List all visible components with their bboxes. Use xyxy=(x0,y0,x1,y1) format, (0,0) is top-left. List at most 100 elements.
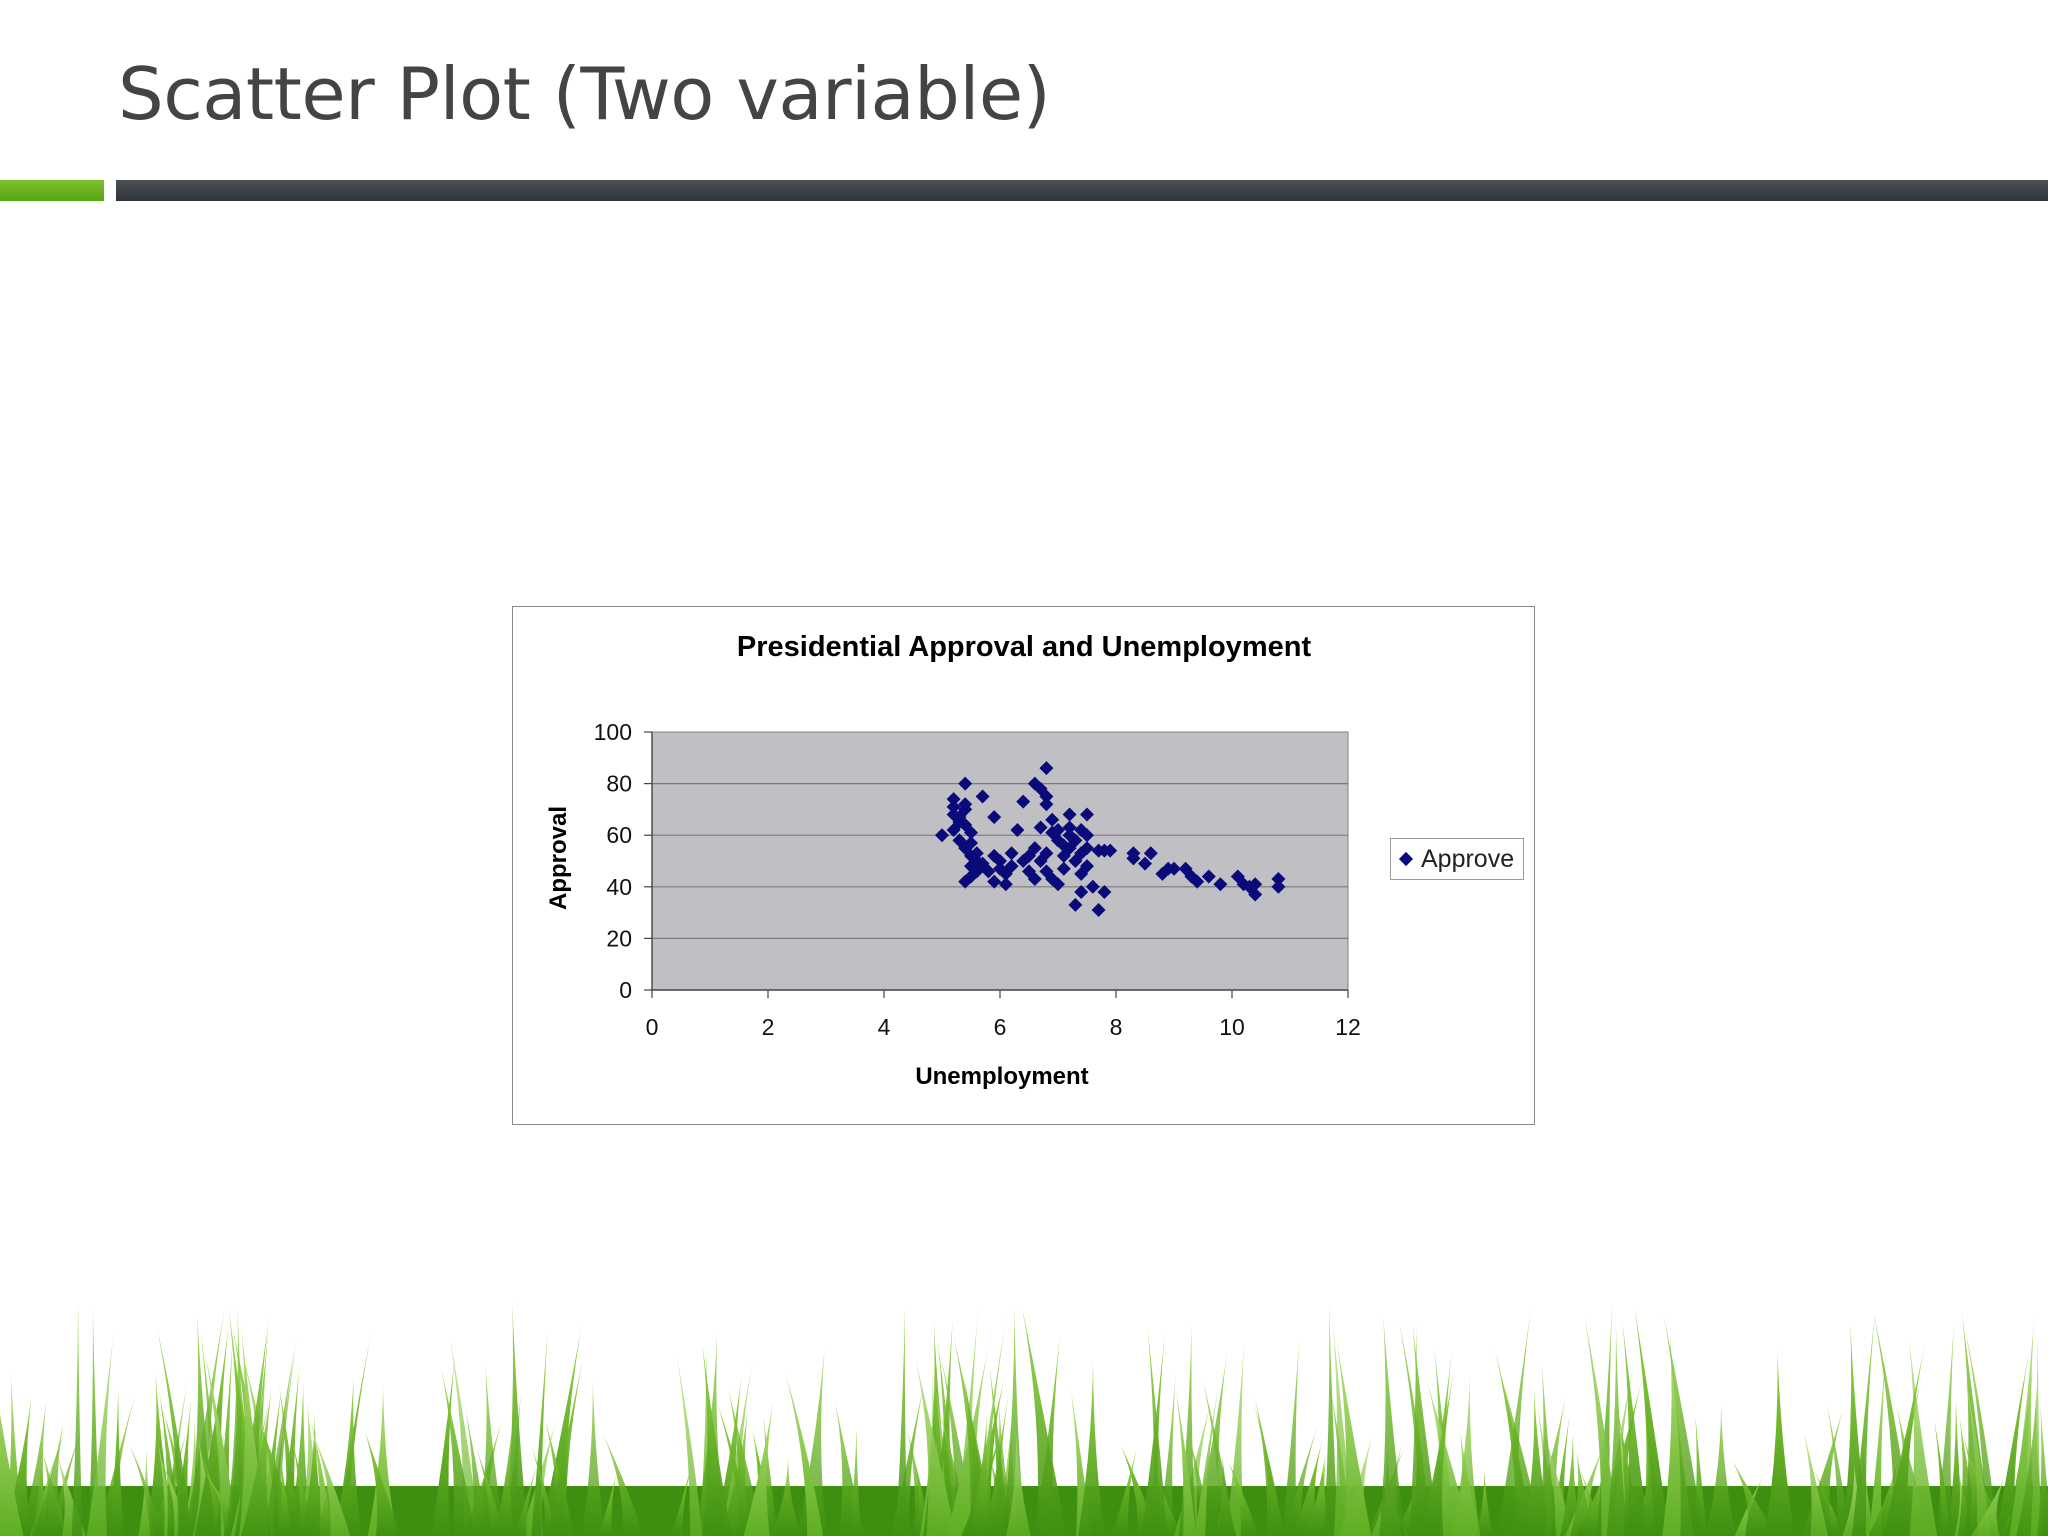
data-point-91 xyxy=(1213,877,1228,892)
y-tick-label-100: 100 xyxy=(594,719,632,745)
grass-blade xyxy=(431,1355,455,1536)
grass-blade xyxy=(546,1357,584,1536)
grass-blade xyxy=(1883,1343,1926,1536)
grass-blade xyxy=(1078,1361,1105,1536)
data-point-64 xyxy=(1068,897,1083,912)
grass-blade xyxy=(770,1457,802,1536)
grass-blade xyxy=(1606,1322,1628,1536)
data-point-47 xyxy=(1039,797,1054,812)
x-tick-label-6: 6 xyxy=(994,1014,1007,1040)
grass-blade xyxy=(1765,1350,1795,1536)
data-point-24 xyxy=(969,846,984,861)
grass-blade xyxy=(1539,1363,1557,1536)
data-point-55 xyxy=(1051,877,1065,892)
grass-blade xyxy=(1194,1352,1228,1536)
legend-diamond-icon xyxy=(1398,851,1414,867)
x-tick-label-10: 10 xyxy=(1219,1014,1245,1040)
grass-blade xyxy=(1178,1325,1197,1536)
grass-blade xyxy=(603,1435,644,1536)
grass-blade xyxy=(1497,1309,1531,1536)
grass-blade xyxy=(1634,1307,1670,1536)
data-point-31 xyxy=(998,877,1013,892)
grass-blade xyxy=(1394,1468,1424,1536)
grass-blade xyxy=(367,1383,397,1536)
grass-blade xyxy=(1580,1470,1603,1536)
grass-blade xyxy=(702,1345,732,1536)
grass-blade xyxy=(1851,1312,1875,1536)
grass-blade xyxy=(157,1329,192,1536)
data-point-5 xyxy=(946,823,961,838)
grass-blade xyxy=(449,1337,480,1536)
data-point-35 xyxy=(1016,794,1031,809)
data-point-23 xyxy=(981,864,996,879)
data-point-81 xyxy=(1126,851,1141,866)
data-point-40 xyxy=(1027,841,1042,856)
grass-blade xyxy=(1495,1350,1532,1536)
grass-blade xyxy=(1451,1375,1481,1536)
grass-blade xyxy=(954,1309,979,1536)
data-point-72 xyxy=(1080,841,1094,856)
grass-blade xyxy=(1175,1389,1197,1536)
grass-blade xyxy=(1934,1420,1951,1536)
data-point-41 xyxy=(1027,872,1042,887)
grass-blade xyxy=(1935,1321,1955,1536)
grass-blade xyxy=(598,1474,617,1536)
data-point-71 xyxy=(1080,828,1094,843)
grass-blade xyxy=(967,1415,995,1536)
y-tick-label-40: 40 xyxy=(606,874,632,900)
data-point-20 xyxy=(964,869,978,884)
grass-blade xyxy=(1962,1313,1993,1536)
grass-blade xyxy=(1412,1323,1440,1536)
grass-blade xyxy=(57,1455,87,1536)
grass-blade xyxy=(1111,1449,1137,1536)
slide-title: Scatter Plot (Two variable) xyxy=(118,52,1051,136)
grass-blade xyxy=(1336,1340,1372,1536)
data-point-96 xyxy=(1248,877,1263,892)
grass-blade xyxy=(278,1455,293,1536)
data-point-43 xyxy=(1033,820,1048,835)
grass-blade xyxy=(1281,1340,1300,1536)
data-point-98 xyxy=(1271,879,1286,894)
grass-blade xyxy=(494,1424,514,1536)
grass-blade xyxy=(1292,1442,1322,1536)
grass-blade xyxy=(531,1447,557,1536)
grass-blade xyxy=(1970,1475,2006,1536)
data-point-82 xyxy=(1138,856,1152,871)
grass-blade xyxy=(1732,1460,1775,1536)
data-point-50 xyxy=(1045,812,1060,827)
grass-blade xyxy=(33,1421,64,1536)
grass-blade xyxy=(1541,1424,1573,1536)
data-point-60 xyxy=(1062,820,1077,835)
grass-blade xyxy=(1147,1329,1168,1536)
grass-blade xyxy=(1308,1453,1327,1536)
grass-blade xyxy=(334,1375,363,1536)
data-point-1 xyxy=(946,792,961,807)
y-axis-label: Approval xyxy=(545,806,572,910)
grass-blade xyxy=(1663,1315,1704,1536)
grass-blade xyxy=(1255,1398,1283,1536)
grass-blade xyxy=(1006,1430,1031,1536)
accent-bar-green xyxy=(0,180,104,201)
grass-blade xyxy=(263,1338,297,1536)
axes xyxy=(644,731,1349,998)
legend-label: Approve xyxy=(1421,844,1515,873)
grass-blade xyxy=(1622,1320,1649,1536)
grass-blade xyxy=(1869,1351,1886,1536)
grass-blade xyxy=(531,1329,548,1536)
data-point-83 xyxy=(1143,846,1158,861)
grass-blade xyxy=(505,1302,529,1536)
data-point-45 xyxy=(1039,761,1054,776)
grass-blade xyxy=(895,1305,908,1536)
grass-blade xyxy=(720,1410,752,1536)
grass-blade xyxy=(1476,1470,1494,1536)
grass-blade xyxy=(743,1400,774,1536)
data-point-32 xyxy=(1004,846,1019,861)
data-point-74 xyxy=(1085,879,1100,894)
gridlines xyxy=(652,782,1348,940)
grass-blade xyxy=(514,1465,537,1536)
grass-decoration xyxy=(0,1302,2048,1536)
grass-blade xyxy=(785,1372,824,1536)
grass-blade xyxy=(1965,1376,1991,1536)
grass-blade xyxy=(239,1326,269,1536)
